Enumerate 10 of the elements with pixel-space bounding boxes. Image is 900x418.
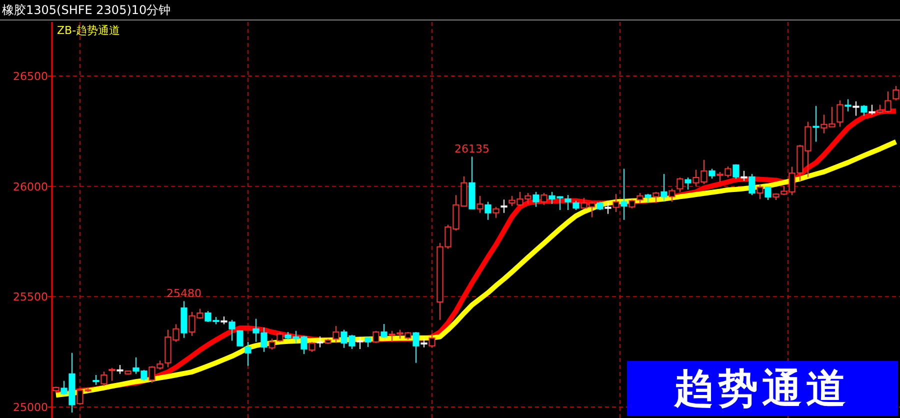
- annotation: 25480: [166, 287, 202, 300]
- annotation: 26135: [454, 142, 490, 156]
- annotation: 趋势通道: [627, 361, 898, 416]
- annotation: 趋势通道: [673, 366, 850, 412]
- ytick: 26500: [13, 70, 48, 84]
- subtitle: ZB-趋势通道: [57, 24, 120, 37]
- ytick: 26000: [13, 180, 48, 194]
- ytick: 25000: [13, 400, 48, 414]
- ytick: 25500: [13, 290, 48, 304]
- title: 橡胶1305(SHFE 2305)10分钟: [2, 3, 171, 17]
